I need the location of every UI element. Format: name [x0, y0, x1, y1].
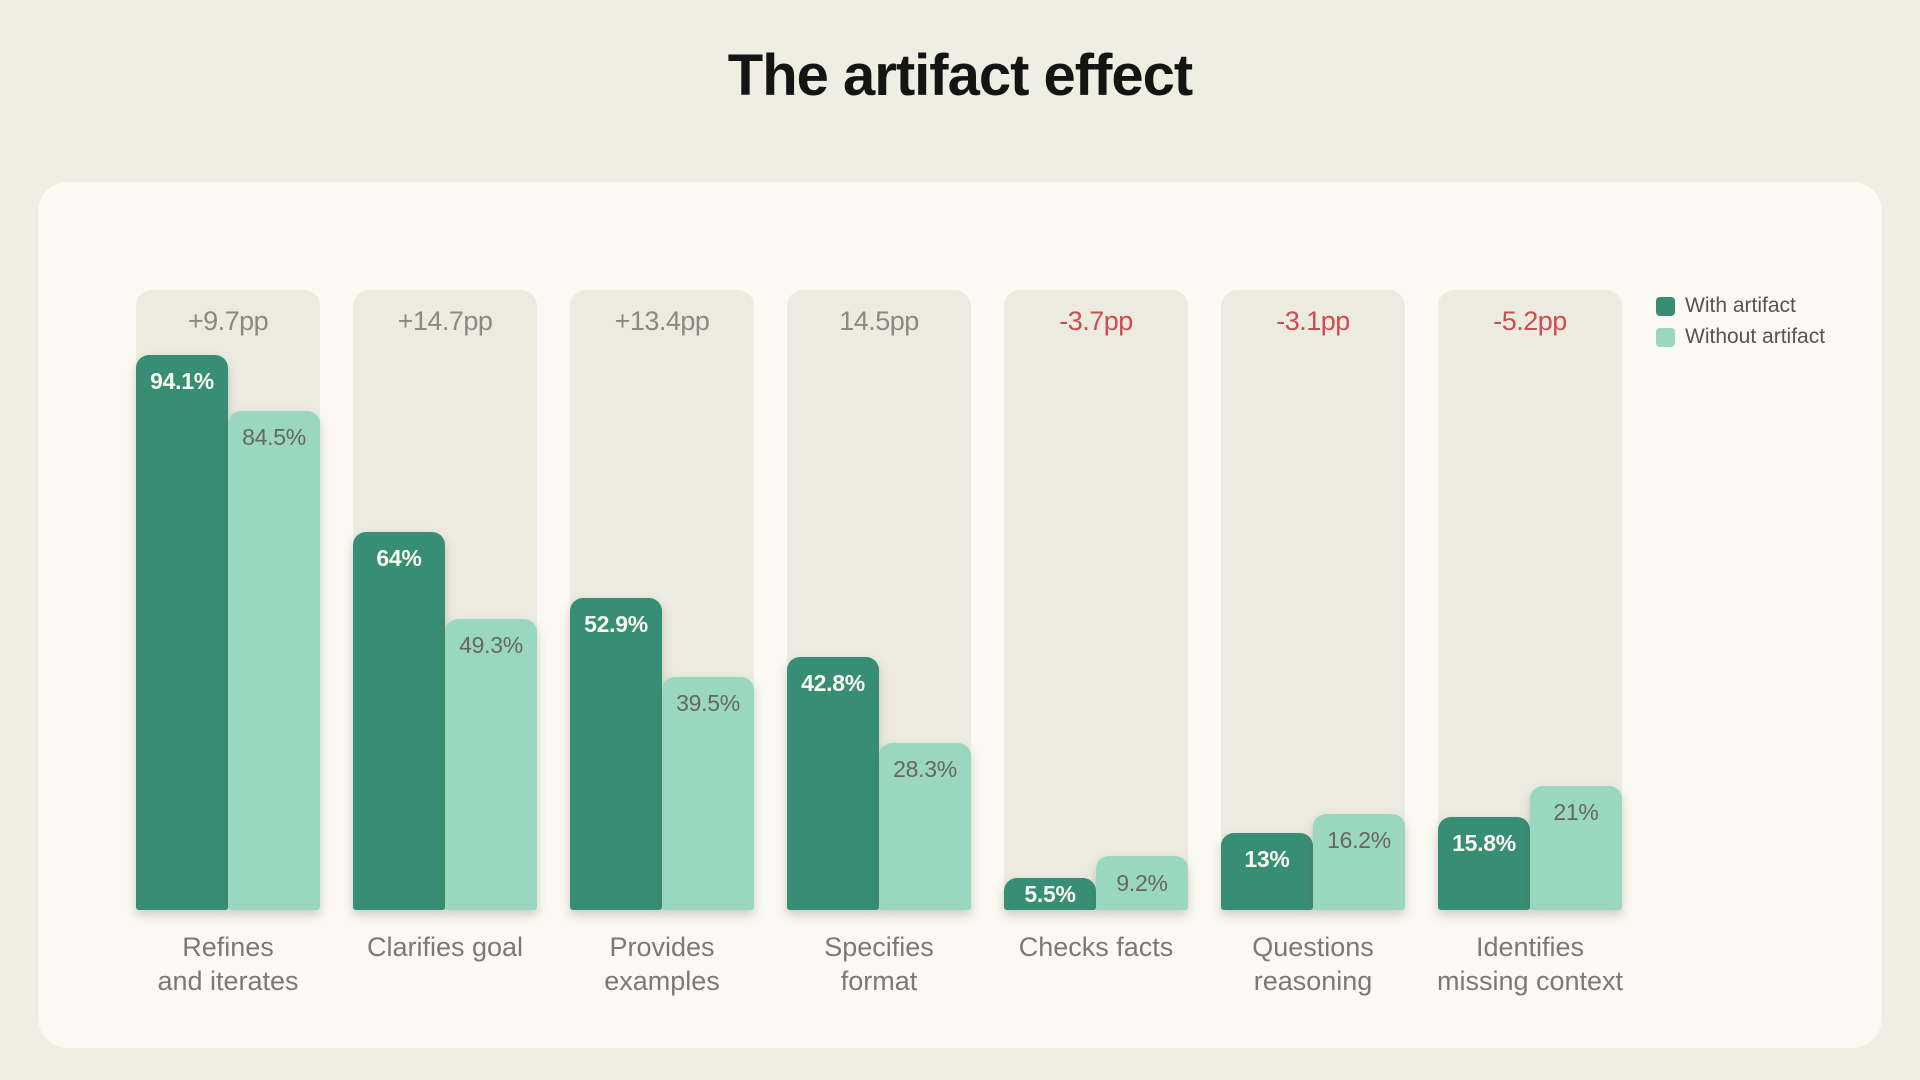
column-panel	[1004, 290, 1188, 910]
legend-swatch-without-artifact	[1656, 327, 1675, 347]
bar-value-label: 64%	[376, 545, 422, 571]
delta-label: +13.4pp	[614, 306, 710, 336]
chart-title: The artifact effect	[727, 43, 1193, 108]
delta-label: +9.7pp	[187, 306, 269, 336]
legend-label-with-artifact: With artifact	[1685, 294, 1796, 317]
bar-with-artifact: 15.8%	[1438, 817, 1530, 910]
bar-value-label: 84.5%	[242, 424, 306, 450]
chart-groups: +9.7pp 94.1% 84.5% Refines and iterates +14.…	[136, 290, 1623, 996]
bar-without-artifact: 28.3%	[879, 743, 971, 910]
bar-value-label: 9.2%	[1116, 870, 1168, 896]
bar-value-label: 94.1%	[150, 368, 214, 394]
bar-value-label: 39.5%	[676, 690, 740, 716]
bar-value-label: 49.3%	[459, 632, 523, 658]
bar-pair: 94.1% 84.5%	[136, 355, 320, 910]
category-label: Questions reasoning	[1252, 932, 1374, 996]
column-panel	[1221, 290, 1405, 910]
legend-item-without-artifact: Without artifact	[1656, 325, 1825, 349]
bar-value-label: 52.9%	[584, 611, 648, 637]
chart-group: -3.1pp 13% 16.2% Questions reasoning	[1221, 290, 1405, 996]
delta-label: +14.7pp	[397, 306, 493, 336]
delta-label: -3.7pp	[1059, 306, 1133, 336]
bar-value-label: 13%	[1244, 846, 1290, 872]
delta-label: -5.2pp	[1493, 306, 1567, 336]
bar-with-artifact: 94.1%	[136, 355, 228, 910]
bar-value-label: 42.8%	[801, 670, 865, 696]
category-label: Identifies missing context	[1436, 932, 1624, 996]
bar-without-artifact: 84.5%	[228, 411, 320, 910]
bar-pair: 15.8% 21%	[1438, 786, 1622, 910]
bar-without-artifact: 9.2%	[1096, 856, 1188, 910]
chart-group: +14.7pp 64% 49.3% Clarifies goal	[353, 290, 537, 962]
bar-without-artifact: 21%	[1530, 786, 1622, 910]
bar-value-label: 15.8%	[1452, 830, 1516, 856]
bar-with-artifact: 42.8%	[787, 657, 879, 910]
bar-value-label: 5.5%	[1024, 881, 1076, 907]
bar-pair: 13% 16.2%	[1221, 814, 1405, 910]
bar-pair: 52.9% 39.5%	[570, 598, 754, 910]
category-label: Refines and iterates	[157, 932, 299, 996]
delta-label: 14.5pp	[839, 306, 919, 336]
chart-group: -3.7pp 5.5% 9.2% Checks facts	[1004, 290, 1188, 962]
chart-group: +13.4pp 52.9% 39.5% Provides examples	[570, 290, 754, 996]
chart-card: +9.7pp 94.1% 84.5% Refines and iterates +14.…	[38, 182, 1882, 1048]
legend: With artifact Without artifact	[1656, 294, 1825, 349]
bar-with-artifact: 52.9%	[570, 598, 662, 910]
chart-group: 14.5pp 42.8% 28.3% Specifies format	[787, 290, 971, 996]
legend-label-without-artifact: Without artifact	[1685, 325, 1826, 348]
chart-group: -5.2pp 15.8% 21% Identifies missing context	[1437, 290, 1623, 996]
bar-with-artifact: 64%	[353, 532, 445, 910]
legend-item-with-artifact: With artifact	[1656, 294, 1825, 318]
bar-value-label: 16.2%	[1327, 827, 1391, 853]
legend-swatch-with-artifact	[1656, 296, 1675, 316]
bar-with-artifact: 5.5%	[1004, 878, 1096, 910]
category-label: Clarifies goal	[366, 932, 524, 962]
category-label: Specifies format	[824, 932, 934, 996]
bar-with-artifact: 13%	[1221, 833, 1313, 910]
delta-label: -3.1pp	[1276, 306, 1350, 336]
bar-value-label: 21%	[1553, 799, 1599, 825]
category-label: Checks facts	[1018, 932, 1174, 962]
bar-without-artifact: 49.3%	[445, 619, 537, 910]
bar-pair: 42.8% 28.3%	[787, 657, 971, 910]
chart-group: +9.7pp 94.1% 84.5% Refines and iterates	[136, 290, 320, 996]
bar-without-artifact: 16.2%	[1313, 814, 1405, 910]
bar-value-label: 28.3%	[893, 756, 957, 782]
category-label: Provides examples	[604, 932, 720, 996]
bar-pair: 5.5% 9.2%	[1004, 856, 1188, 910]
bar-pair: 64% 49.3%	[353, 532, 537, 910]
bar-without-artifact: 39.5%	[662, 677, 754, 910]
